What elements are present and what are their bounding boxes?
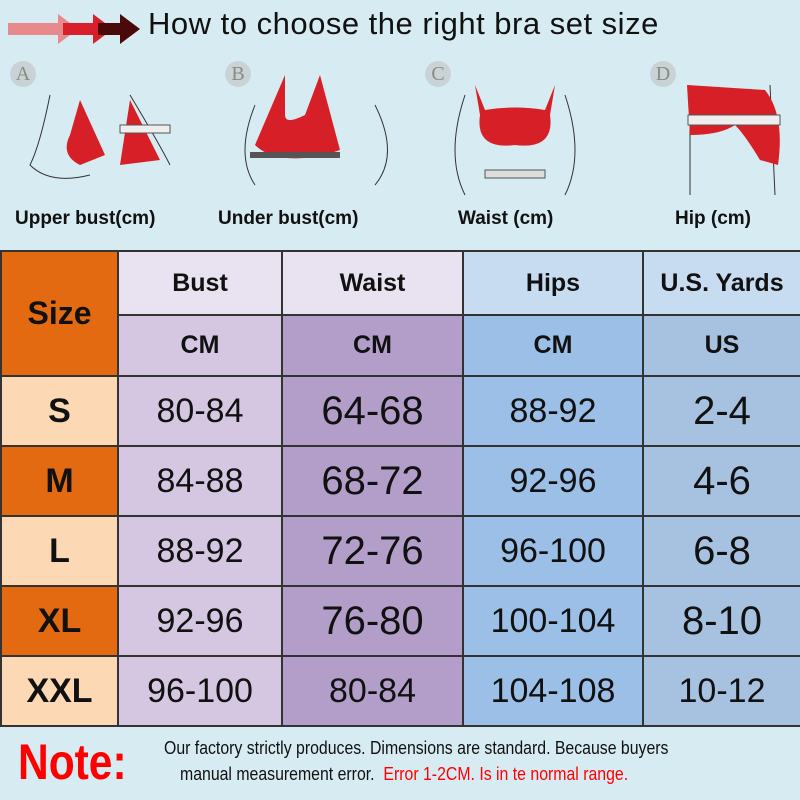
column-header-us: U.S. Yards xyxy=(642,250,800,316)
bust-cell: 92-96 xyxy=(117,585,283,657)
hips-cell: 96-100 xyxy=(462,515,644,587)
arrows-icon xyxy=(8,14,140,44)
hips-cell: 100-104 xyxy=(462,585,644,657)
caption-upper-bust: Upper bust(cm) xyxy=(15,208,156,229)
waist-illustration xyxy=(454,85,576,196)
size-header: Size xyxy=(0,250,119,377)
hips-cell: 92-96 xyxy=(462,445,644,517)
caption-hip: Hip (cm) xyxy=(675,208,751,229)
us-cell: 2-4 xyxy=(642,375,800,447)
hips-cell: 104-108 xyxy=(462,655,644,727)
page-title: How to choose the right bra set size xyxy=(148,6,659,41)
size-cell: S xyxy=(0,375,119,447)
us-cell: 4-6 xyxy=(642,445,800,517)
waist-cell: 80-84 xyxy=(281,655,464,727)
figure-waist: C xyxy=(425,55,605,205)
unit-us: US xyxy=(642,314,800,377)
caption-under-bust: Under bust(cm) xyxy=(218,208,359,229)
us-cell: 10-12 xyxy=(642,655,800,727)
upper-bust-illustration xyxy=(29,94,171,179)
under-bust-illustration xyxy=(244,75,388,186)
unit-hips: CM xyxy=(462,314,644,377)
hip-illustration xyxy=(687,84,781,196)
waist-cell: 64-68 xyxy=(281,375,464,447)
size-cell: L xyxy=(0,515,119,587)
column-header-hips: Hips xyxy=(462,250,644,316)
figure-letter: A xyxy=(10,61,36,87)
us-cell: 8-10 xyxy=(642,585,800,657)
size-cell: XXL xyxy=(0,655,119,727)
bust-cell: 80-84 xyxy=(117,375,283,447)
figure-letter: C xyxy=(425,61,451,87)
figure-letter: D xyxy=(650,61,676,87)
table-row: S 80-84 64-68 88-92 2-4 xyxy=(0,375,800,447)
note-line-2-text: manual measurement error. xyxy=(180,764,375,784)
bust-cell: 96-100 xyxy=(117,655,283,727)
bust-cell: 88-92 xyxy=(117,515,283,587)
note-line-2-red: Error 1-2CM. Is in te normal range. xyxy=(383,764,629,784)
unit-bust: CM xyxy=(117,314,283,377)
note-label: Note: xyxy=(18,734,127,790)
hips-cell: 88-92 xyxy=(462,375,644,447)
table-row: XXL 96-100 80-84 104-108 10-12 xyxy=(0,655,800,727)
us-cell: 6-8 xyxy=(642,515,800,587)
table-row: M 84-88 68-72 92-96 4-6 xyxy=(0,445,800,517)
figure-letter: B xyxy=(225,61,251,87)
column-header-waist: Waist xyxy=(281,250,464,316)
size-cell: M xyxy=(0,445,119,517)
bust-cell: 84-88 xyxy=(117,445,283,517)
unit-waist: CM xyxy=(281,314,464,377)
size-table: Size Bust Waist Hips U.S. Yards CM CM CM… xyxy=(0,250,800,727)
waist-cell: 68-72 xyxy=(281,445,464,517)
figure-under-bust: B xyxy=(225,55,405,205)
caption-waist: Waist (cm) xyxy=(458,208,554,229)
table-row: L 88-92 72-76 96-100 6-8 xyxy=(0,515,800,587)
note-line-2: manual measurement error. Error 1-2CM. I… xyxy=(180,764,628,785)
figure-upper-bust: A xyxy=(10,55,190,205)
table-row: XL 92-96 76-80 100-104 8-10 xyxy=(0,585,800,657)
note-line-1: Our factory strictly produces. Dimension… xyxy=(164,738,669,758)
column-header-bust: Bust xyxy=(117,250,283,316)
waist-cell: 72-76 xyxy=(281,515,464,587)
waist-cell: 76-80 xyxy=(281,585,464,657)
size-cell: XL xyxy=(0,585,119,657)
figure-hip: D xyxy=(650,55,800,205)
